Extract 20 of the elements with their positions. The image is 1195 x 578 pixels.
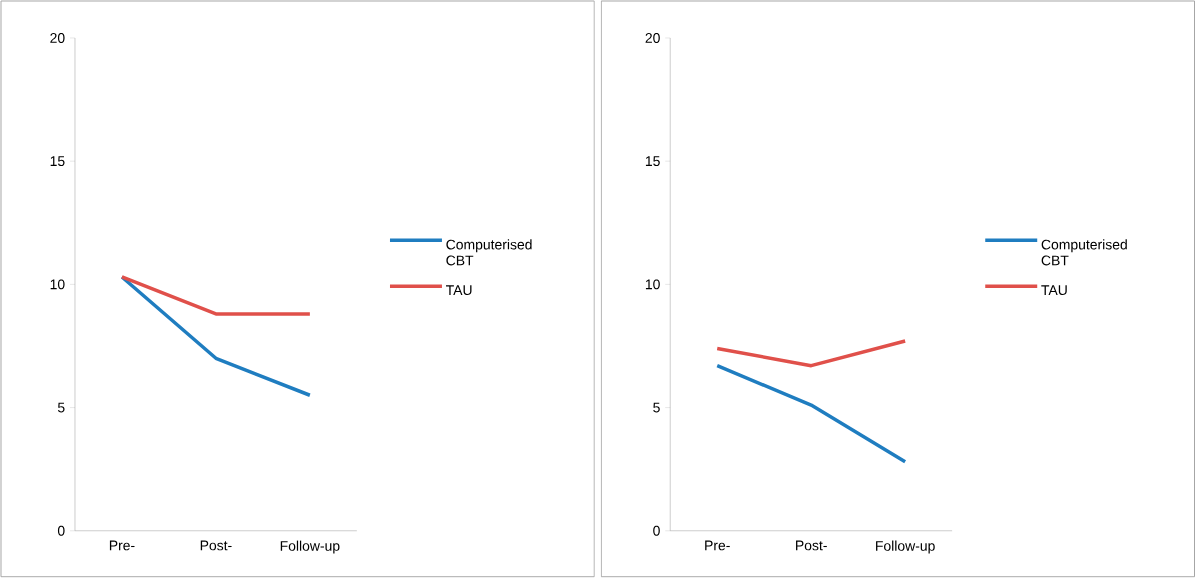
x-tick-label: Follow-up [876, 540, 935, 554]
y-tick-label: 0 [653, 525, 660, 536]
y-tick-label: 10 [50, 279, 65, 290]
y-tick-label: 15 [645, 156, 660, 167]
y-tick-label: 20 [50, 33, 65, 44]
legend-label: TAU [446, 285, 472, 296]
x-tick-label: Pre- [109, 540, 135, 551]
y-tick-label: 15 [50, 156, 65, 167]
y-tick-label: 10 [645, 279, 660, 290]
y-tick-label: 5 [57, 402, 65, 413]
x-tick-label: Post- [200, 540, 232, 551]
x-tick-label: Follow-up [280, 540, 340, 554]
legend-label: Computerised CBT [446, 239, 532, 266]
y-tick-label: 20 [645, 33, 660, 44]
legend-label: TAU [1041, 285, 1067, 296]
y-tick-label: 5 [653, 402, 660, 413]
x-tick-label: Post- [796, 540, 827, 551]
legend-label: Computerised CBT [1041, 239, 1127, 266]
y-tick-label: 0 [57, 525, 65, 536]
x-tick-label: Pre- [705, 540, 730, 551]
